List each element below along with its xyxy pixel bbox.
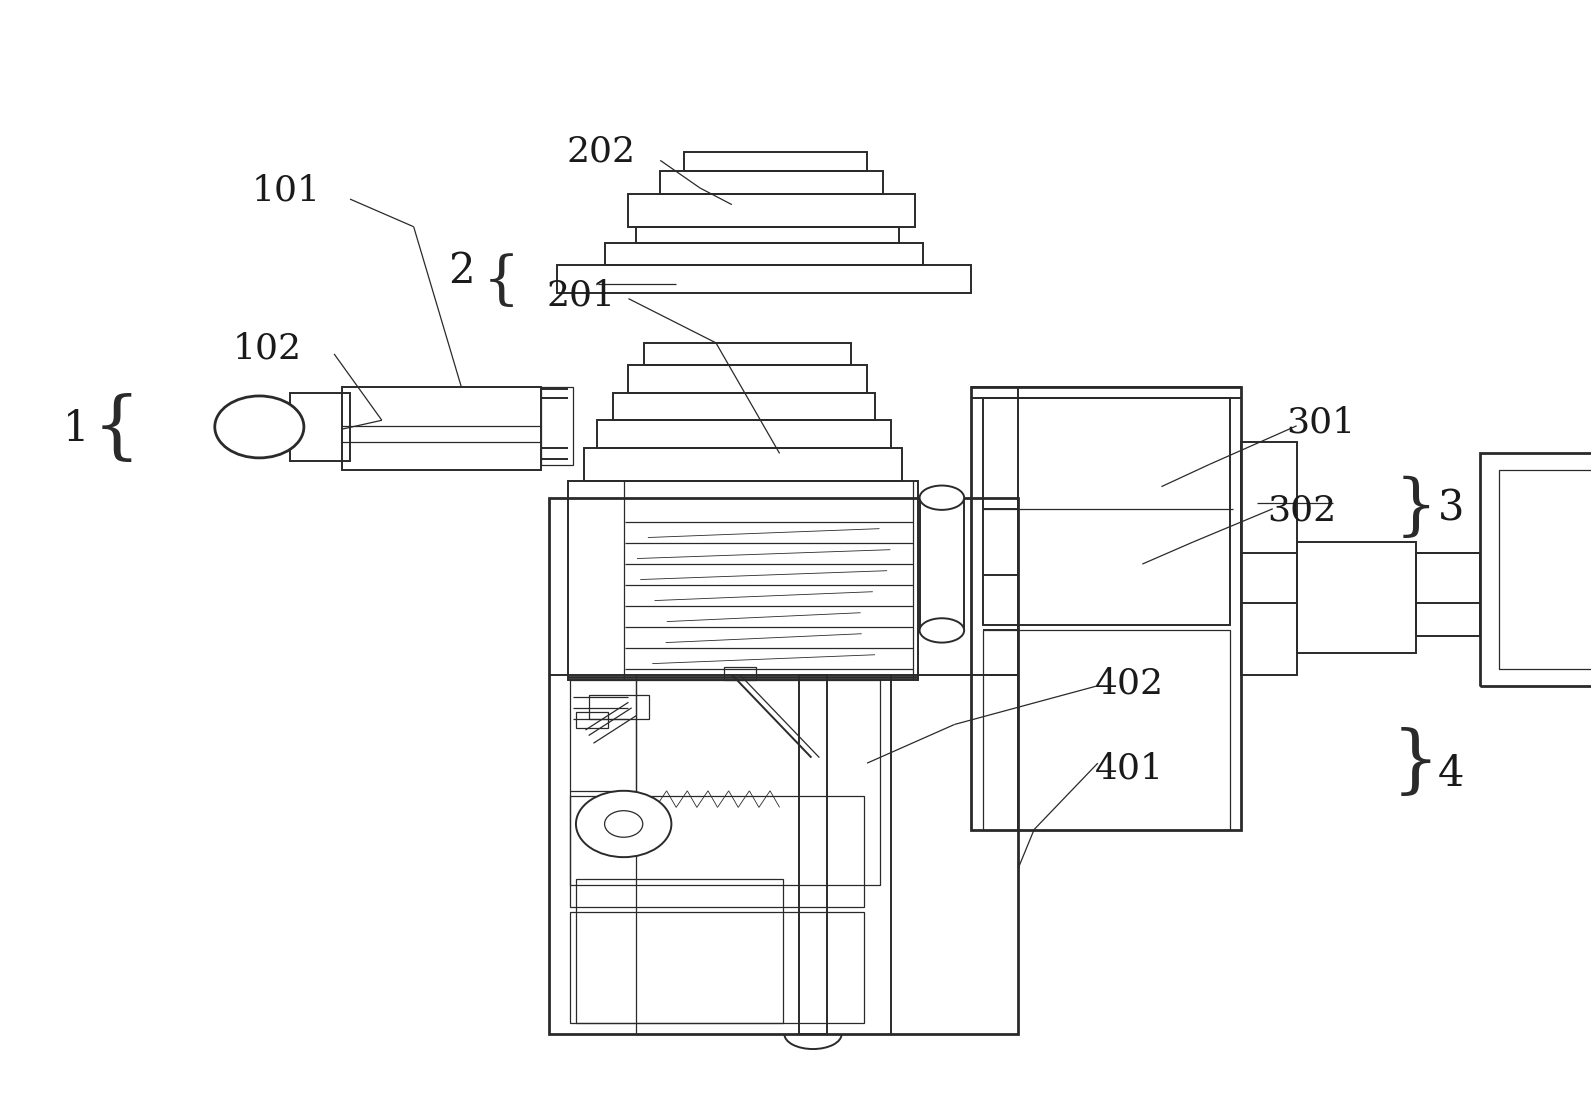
Text: 102: 102 <box>232 332 302 365</box>
Text: 402: 402 <box>1095 667 1165 700</box>
Bar <box>724 667 756 680</box>
Text: 401: 401 <box>1095 752 1165 785</box>
Bar <box>605 243 923 265</box>
Bar <box>1499 470 1591 669</box>
Bar <box>1480 453 1591 686</box>
Text: 201: 201 <box>546 279 616 312</box>
Bar <box>628 194 915 227</box>
Bar <box>684 152 867 171</box>
Text: 202: 202 <box>566 135 636 168</box>
Text: 3: 3 <box>1438 488 1464 530</box>
Bar <box>1297 542 1416 653</box>
Text: {: { <box>92 393 140 466</box>
Ellipse shape <box>920 618 964 643</box>
Text: }: } <box>1392 727 1440 800</box>
Circle shape <box>576 791 671 857</box>
Bar <box>589 695 649 719</box>
Bar <box>570 796 864 907</box>
Bar <box>570 912 864 1023</box>
Bar <box>628 365 867 393</box>
Text: }: } <box>1395 476 1437 542</box>
Bar <box>576 712 608 728</box>
Bar <box>342 387 541 470</box>
Bar <box>799 675 827 1034</box>
Bar <box>570 680 880 885</box>
Text: 101: 101 <box>251 174 321 207</box>
Bar <box>584 448 902 481</box>
Bar <box>983 398 1230 625</box>
Bar <box>613 393 875 420</box>
Bar <box>576 879 783 1023</box>
Bar <box>541 387 573 465</box>
Text: 1: 1 <box>64 408 89 450</box>
Text: 4: 4 <box>1438 753 1464 795</box>
Bar <box>557 265 971 293</box>
Bar <box>971 387 1241 830</box>
Bar <box>644 343 851 365</box>
Bar <box>568 481 918 680</box>
Text: 301: 301 <box>1286 406 1356 439</box>
Bar <box>1416 553 1480 636</box>
Bar <box>636 227 899 243</box>
Bar <box>549 498 1018 1034</box>
Text: 2: 2 <box>449 250 474 292</box>
Bar <box>920 498 964 630</box>
Bar <box>597 420 891 448</box>
Circle shape <box>605 811 643 837</box>
Bar <box>1241 442 1297 675</box>
Bar <box>290 393 350 461</box>
Ellipse shape <box>920 486 964 510</box>
Bar <box>983 630 1230 830</box>
Bar <box>660 171 883 194</box>
Text: 302: 302 <box>1266 494 1336 528</box>
Circle shape <box>215 396 304 458</box>
Text: {: { <box>482 254 520 310</box>
